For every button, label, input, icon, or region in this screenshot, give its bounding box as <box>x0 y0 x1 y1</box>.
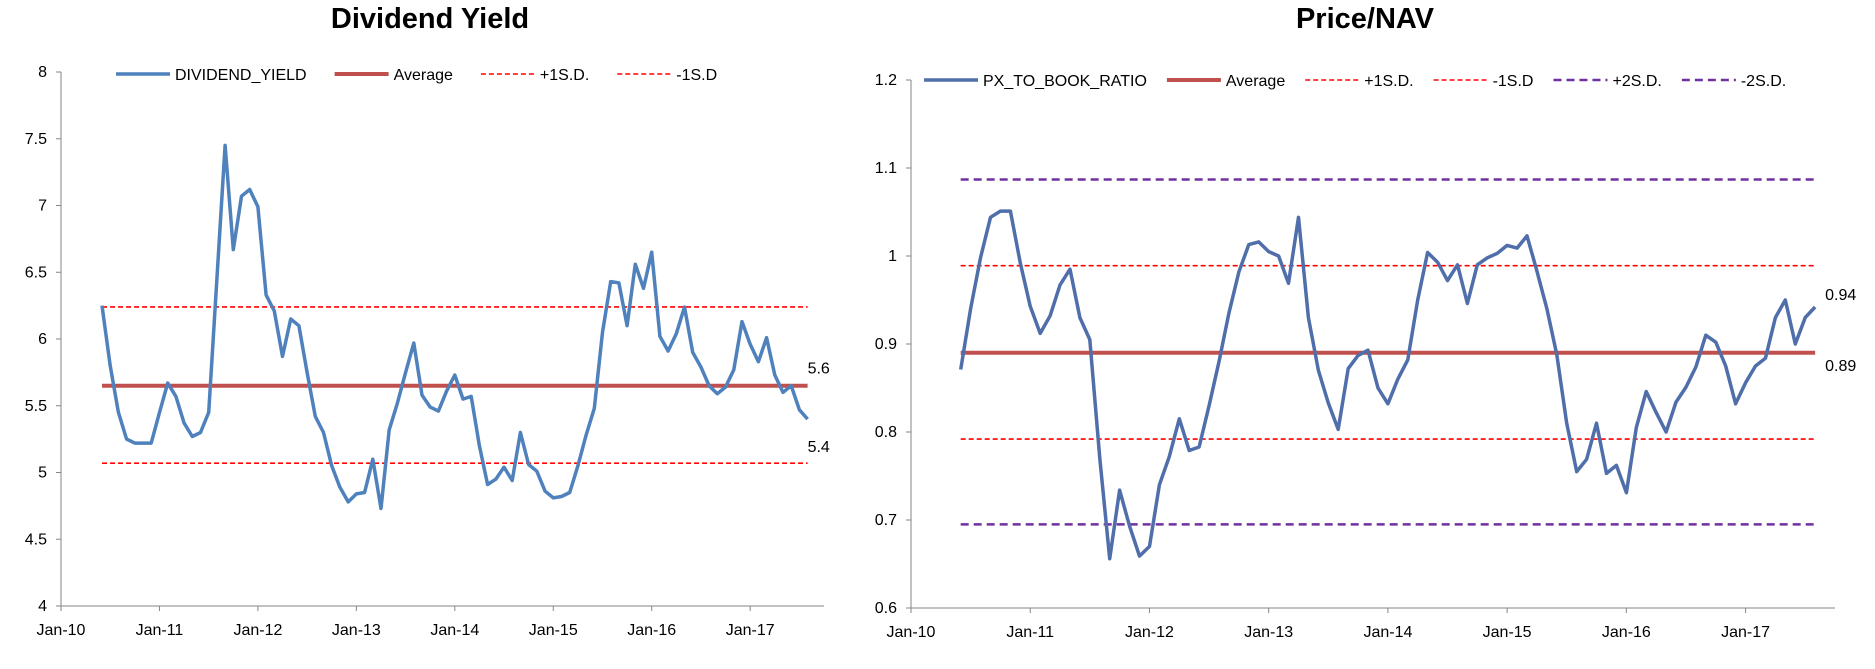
value-annotation: 0.89 <box>1825 358 1856 375</box>
x-tick-label: Jan-12 <box>1125 624 1174 641</box>
x-tick-label: Jan-14 <box>1363 624 1412 641</box>
y-tick-label: 7 <box>38 198 47 215</box>
y-tick-label: 4 <box>38 598 47 615</box>
x-tick-label: Jan-16 <box>1602 624 1651 641</box>
x-tick-label: Jan-16 <box>627 622 676 639</box>
x-tick-label: Jan-15 <box>1483 624 1532 641</box>
legend-label: Average <box>394 67 453 84</box>
legend-label: +1S.D. <box>1364 73 1413 90</box>
value-annotation: 0.94 <box>1825 287 1856 304</box>
legend-label: -1S.D <box>1493 73 1534 90</box>
chart-title: Price/NAV <box>1295 3 1435 35</box>
x-tick-label: Jan-17 <box>726 622 775 639</box>
legend-label: PX_TO_BOOK_RATIO <box>983 73 1147 90</box>
x-tick-label: Jan-14 <box>430 622 479 639</box>
x-tick-label: Jan-10 <box>887 624 936 641</box>
dividend-yield-chart: 4 4.5 5 5.5 6 6.5 7 7.5 8 Jan-10 Jan-11 Jan-12 Jan-1… <box>25 64 830 639</box>
y-tick-label: 5.5 <box>25 398 47 415</box>
x-tick-label: Jan-12 <box>233 622 282 639</box>
y-tick-label: 6 <box>38 331 47 348</box>
y-tick-label: 8 <box>38 64 47 81</box>
y-tick-label: 0.9 <box>875 336 897 353</box>
x-tick-label: Jan-11 <box>136 622 184 639</box>
legend-label: DIVIDEND_YIELD <box>175 67 307 84</box>
y-tick-label: 0.6 <box>875 600 897 617</box>
x-tick-label: Jan-13 <box>332 622 381 639</box>
legend-label: +2S.D. <box>1612 73 1661 90</box>
x-tick-label: Jan-17 <box>1721 624 1770 641</box>
y-tick-label: 0.8 <box>875 424 897 441</box>
chart-title: Dividend Yield <box>330 3 530 35</box>
y-tick-label: 1.2 <box>875 72 897 89</box>
dividend-yield-panel: Dividend Yield 4 4.5 5 5.5 6 6.5 7 7.5 8 Jan-10 Ja… <box>0 0 860 669</box>
price-nav-chart: 0.6 0.7 0.8 0.9 1 1.1 1.2 Jan-10 Jan-11 Jan-12 Jan… <box>875 72 1857 641</box>
y-tick-label: 1.1 <box>875 160 897 177</box>
legend-label: -2S.D. <box>1741 73 1786 90</box>
x-tick-label: Jan-10 <box>37 622 86 639</box>
y-tick-label: 5 <box>38 465 47 482</box>
y-tick-label: 6.5 <box>25 264 47 281</box>
y-tick-label: 7.5 <box>25 131 47 148</box>
value-annotation: 5.6 <box>808 361 830 378</box>
legend-label: -1S.D <box>676 67 717 84</box>
y-tick-label: 0.7 <box>875 512 897 529</box>
x-tick-label: Jan-11 <box>1006 624 1054 641</box>
y-tick-label: 1 <box>888 248 897 265</box>
price-nav-panel: Price/NAV 0.6 0.7 0.8 0.9 1 1.1 1.2 Jan-10 Jan-1… <box>860 0 1875 669</box>
y-tick-label: 4.5 <box>25 531 47 548</box>
x-tick-label: Jan-13 <box>1244 624 1293 641</box>
legend-label: Average <box>1226 73 1285 90</box>
series-line <box>100 143 809 511</box>
series-line <box>958 209 1817 561</box>
value-annotation: 5.4 <box>808 439 830 456</box>
x-tick-label: Jan-15 <box>529 622 578 639</box>
legend-label: +1S.D. <box>540 67 589 84</box>
